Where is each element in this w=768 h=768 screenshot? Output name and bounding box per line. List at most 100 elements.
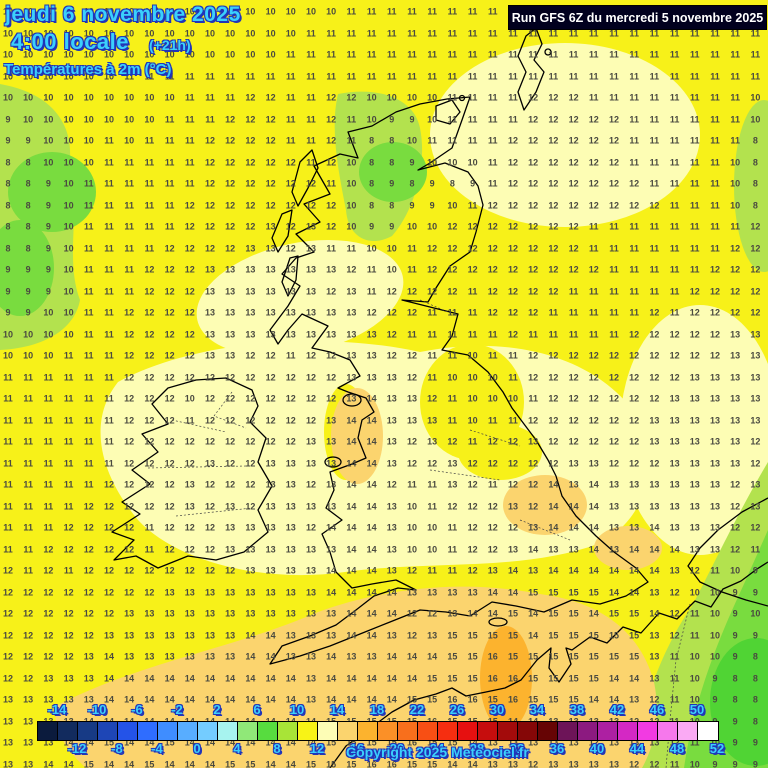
- temperature-value: 12: [124, 522, 135, 533]
- temperature-value: 11: [508, 372, 518, 382]
- temperature-value: 12: [144, 436, 155, 447]
- temperature-value: 13: [204, 458, 216, 468]
- temperature-value: 13: [305, 286, 317, 296]
- temperature-value: 14: [629, 544, 640, 554]
- temperature-value: 15: [629, 651, 640, 662]
- temperature-value: 11: [649, 221, 660, 232]
- temperature-value: 13: [184, 501, 195, 511]
- temperature-value: 10: [225, 28, 236, 38]
- temperature-value: 13: [528, 565, 539, 576]
- temperature-value: 12: [548, 436, 559, 447]
- temperature-value: 14: [43, 759, 54, 768]
- temperature-value: 11: [669, 114, 680, 124]
- temperature-value: 11: [669, 28, 680, 38]
- temperature-value: 11: [649, 71, 660, 81]
- temperature-value: 15: [548, 651, 559, 662]
- temperature-value: 11: [467, 286, 478, 296]
- temperature-value: 8: [5, 200, 11, 210]
- temperature-value: 12: [750, 307, 761, 318]
- temperature-value: 11: [589, 221, 599, 232]
- temperature-value: 12: [487, 264, 498, 275]
- temperature-value: 12: [285, 415, 296, 425]
- temperature-value: 15: [568, 630, 579, 640]
- temperature-value: 12: [43, 651, 54, 662]
- temperature-value: 12: [285, 200, 296, 210]
- temperature-value: 12: [144, 458, 155, 468]
- temperature-value: 12: [83, 522, 94, 533]
- temperature-value: 11: [326, 71, 336, 81]
- temperature-value: 10: [386, 92, 397, 103]
- temperature-value: 11: [629, 135, 639, 146]
- temperature-value: 11: [144, 221, 155, 232]
- temperature-value: 10: [23, 350, 34, 361]
- temperature-value: 12: [750, 522, 761, 533]
- green-regions: [0, 84, 768, 768]
- temperature-value: 14: [366, 501, 377, 511]
- temperature-value: 12: [548, 372, 559, 382]
- temperature-value: 12: [83, 565, 94, 576]
- temperature-value: 12: [265, 200, 276, 210]
- temperature-value: 10: [285, 6, 296, 17]
- temperature-value: 11: [629, 114, 639, 124]
- temperature-value: 13: [346, 350, 357, 361]
- temperature-value: 13: [285, 264, 296, 275]
- temperature-value: 9: [732, 737, 738, 748]
- temperature-value: 11: [306, 92, 316, 103]
- temperature-value: 11: [467, 6, 478, 17]
- temperature-value: 11: [63, 436, 74, 447]
- temperature-value: 11: [690, 200, 700, 210]
- temperature-value: 10: [103, 6, 115, 17]
- temperature-value: 9: [389, 221, 395, 232]
- temperature-value: 15: [346, 716, 357, 726]
- temperature-value: 11: [3, 522, 13, 533]
- temperature-value: 12: [467, 243, 478, 253]
- temperature-value: 15: [487, 716, 498, 726]
- temperature-value: 14: [103, 673, 115, 683]
- temperature-value: 15: [447, 651, 458, 662]
- temperature-value: 12: [588, 350, 599, 361]
- temperature-value: 9: [732, 651, 738, 662]
- temperature-value: 15: [528, 694, 539, 705]
- time-label: 4:00 locale: [11, 29, 130, 54]
- temperature-value: 11: [3, 393, 13, 404]
- temperature-value: 12: [184, 329, 195, 339]
- temperature-value: 14: [204, 694, 216, 705]
- temperature-value: 10: [427, 221, 438, 232]
- temperature-value: 11: [589, 307, 599, 318]
- temperature-value: 12: [346, 92, 357, 103]
- temperature-value: 13: [366, 350, 377, 361]
- temperature-value: 11: [447, 544, 458, 554]
- temperature-value: 11: [609, 286, 619, 296]
- temperature-value: 11: [104, 178, 114, 189]
- temperature-value: 14: [649, 608, 660, 619]
- temperature-value: 10: [225, 49, 236, 60]
- temperature-value: 14: [83, 737, 94, 748]
- temperature-value: 12: [326, 350, 337, 361]
- temperature-value: 13: [548, 544, 559, 554]
- temperature-value: 12: [649, 716, 660, 726]
- temperature-value: 11: [144, 243, 155, 253]
- temperature-value: 15: [305, 759, 317, 768]
- temperature-value: 10: [689, 651, 700, 662]
- temperature-value: 12: [750, 458, 761, 468]
- temperature-value: 12: [245, 436, 256, 447]
- temperature-value: 13: [386, 458, 397, 468]
- temperature-value: 12: [245, 221, 256, 232]
- temperature-value: 12: [467, 522, 478, 533]
- temperature-value: 14: [83, 716, 94, 726]
- temperature-value: 12: [568, 114, 579, 124]
- temperature-value: 10: [406, 522, 418, 533]
- temperature-value: 11: [84, 415, 94, 425]
- temperature-value: 11: [407, 28, 417, 38]
- temperature-value: 12: [487, 544, 498, 554]
- temperature-value: 12: [386, 329, 397, 339]
- temperature-value: 14: [326, 651, 337, 662]
- temperature-value: 15: [427, 673, 438, 683]
- temperature-value: 12: [669, 608, 680, 619]
- temperature-value: 12: [568, 243, 579, 253]
- temperature-value: 12: [245, 178, 256, 189]
- temperature-value: 12: [326, 221, 337, 232]
- temperature-value: 10: [23, 6, 34, 17]
- temperature-value: 9: [752, 759, 758, 768]
- temperature-value: 12: [265, 114, 276, 124]
